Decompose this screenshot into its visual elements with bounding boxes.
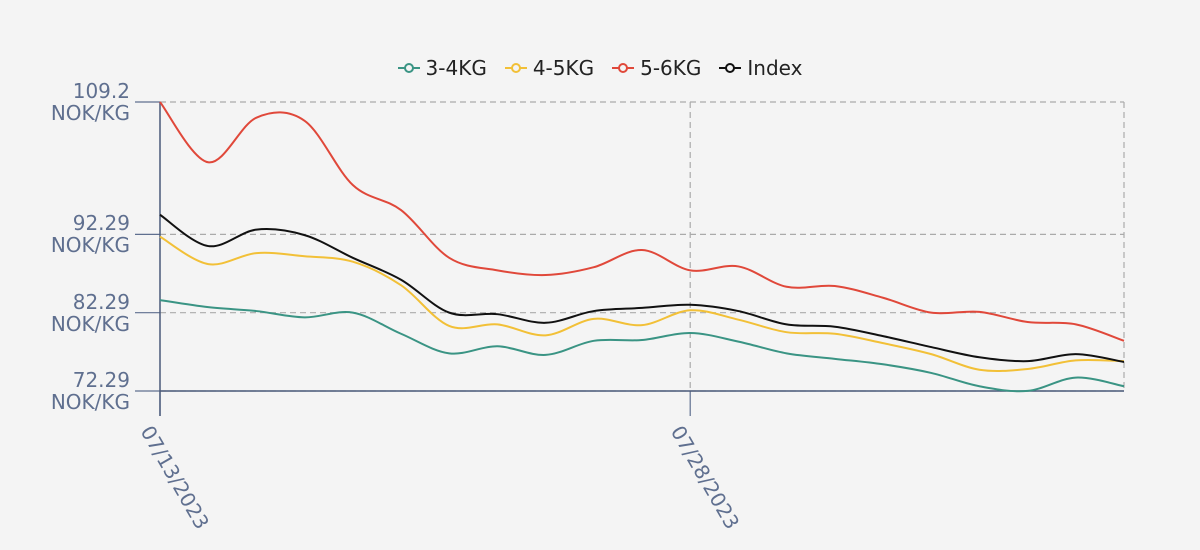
legend-dot bbox=[510, 63, 521, 73]
legend-dot bbox=[618, 63, 629, 73]
line-series bbox=[159, 235, 1125, 373]
legend-marker bbox=[397, 63, 420, 73]
legend-label: 4-5KG bbox=[532, 56, 595, 80]
legend: 3-4KG 4-5KG 5-6KG Index bbox=[0, 56, 1200, 80]
y-tick-label: 109.2 NOK/KG bbox=[50, 79, 130, 125]
line-series bbox=[159, 101, 1125, 342]
legend-item: 3-4KG bbox=[397, 56, 487, 80]
legend-item: 4-5KG bbox=[504, 56, 595, 80]
legend-dot bbox=[725, 63, 736, 73]
line-series bbox=[159, 213, 1125, 363]
legend-item: 5-6KG bbox=[612, 56, 701, 80]
line-series bbox=[159, 299, 1125, 393]
legend-label: Index bbox=[747, 56, 803, 80]
legend-dot bbox=[403, 63, 414, 73]
legend-marker bbox=[612, 63, 635, 73]
legend-label: 5-6KG bbox=[640, 56, 702, 80]
legend-item: Index bbox=[719, 56, 802, 80]
x-tick-label: 07/13/2023 bbox=[136, 422, 214, 534]
y-tick-label: 92.29 NOK/KG bbox=[50, 211, 130, 258]
legend-label: 3-4KG bbox=[425, 56, 487, 80]
x-tick-label: 07/28/2023 bbox=[666, 422, 744, 534]
legend-marker bbox=[504, 63, 527, 73]
y-tick-label: 82.29 NOK/KG bbox=[50, 289, 130, 336]
y-tick-label: 72.29 NOK/KG bbox=[50, 368, 130, 414]
legend-marker bbox=[719, 63, 742, 73]
